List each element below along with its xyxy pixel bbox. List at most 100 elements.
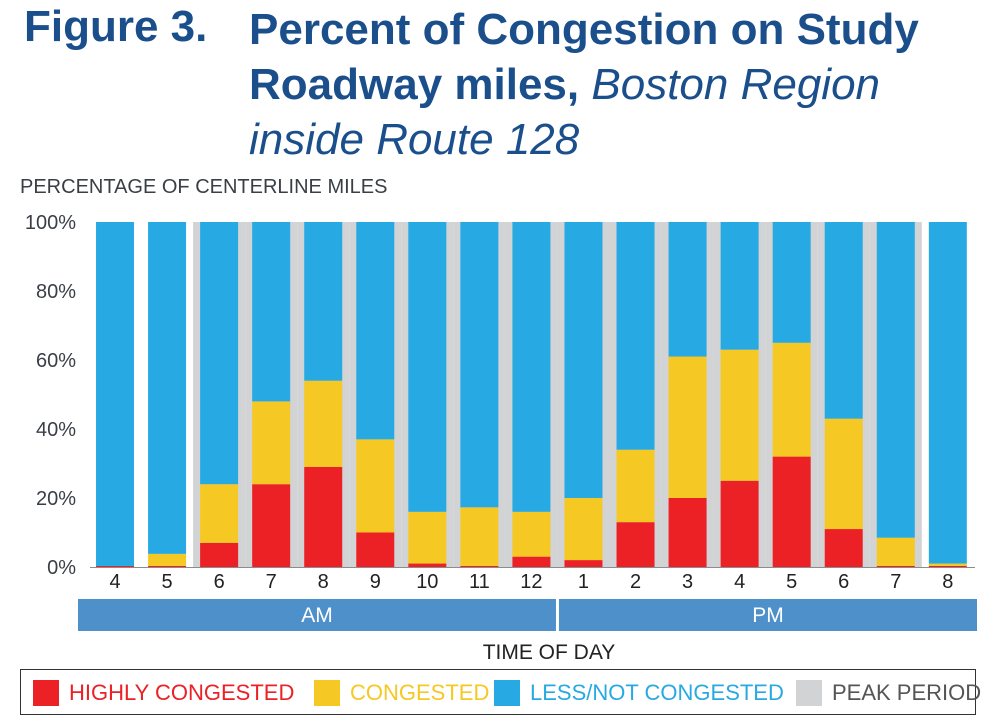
x-tick-label: 2 xyxy=(630,571,641,593)
legend-swatch-highly-congested xyxy=(33,680,59,706)
y-tick-label: 0% xyxy=(47,557,76,579)
bar-congested xyxy=(408,511,447,564)
period-band-am xyxy=(78,599,556,631)
bar-less-congested xyxy=(356,222,395,440)
bar-less-congested xyxy=(668,222,707,357)
x-tick-label: 10 xyxy=(416,571,438,593)
bar-highly-congested xyxy=(96,565,135,567)
bar-highly-congested xyxy=(824,529,863,567)
bar-less-congested xyxy=(148,222,187,554)
bar-congested xyxy=(200,484,239,543)
period-band-label: AM xyxy=(301,604,333,627)
peak-period-layer xyxy=(193,222,922,567)
x-tick-label: 3 xyxy=(682,571,693,593)
legend-item-less-congested: LESS/NOT CONGESTED xyxy=(494,679,784,707)
bar-congested xyxy=(876,537,915,566)
bar-highly-congested xyxy=(720,480,759,567)
bar-highly-congested xyxy=(876,565,915,567)
period-bands: AM PM xyxy=(78,599,977,631)
legend: HIGHLY CONGESTED CONGESTED LESS/NOT CONG… xyxy=(20,669,981,715)
bar-congested xyxy=(720,349,759,481)
legend-swatch-congested xyxy=(314,680,340,706)
figure-title-italic: Boston Region inside Route 128 xyxy=(249,60,881,164)
bar-congested xyxy=(824,418,863,530)
bar-congested xyxy=(564,498,603,561)
bar-less-congested xyxy=(512,222,551,512)
y-tick-label: 80% xyxy=(36,281,76,303)
bar-less-congested xyxy=(720,222,759,350)
bar-highly-congested xyxy=(512,556,551,567)
bar-congested xyxy=(148,553,187,566)
y-tick-label: 40% xyxy=(36,419,76,441)
bar-highly-congested xyxy=(148,565,187,567)
bar-highly-congested xyxy=(304,466,343,567)
bar-highly-congested xyxy=(564,560,603,567)
bar-highly-congested xyxy=(772,456,811,567)
bar-less-congested xyxy=(616,222,655,450)
bar-highly-congested xyxy=(356,532,395,567)
figure-title: Percent of Congestion on Study Roadway m… xyxy=(249,2,969,167)
bars-layer xyxy=(96,222,967,567)
bar-less-congested xyxy=(876,222,915,538)
bar-highly-congested xyxy=(408,563,447,567)
legend-item-congested: CONGESTED xyxy=(314,679,489,707)
x-tick-label: 5 xyxy=(162,571,173,593)
x-tick-label: 8 xyxy=(318,571,329,593)
x-tick-label: 7 xyxy=(266,571,277,593)
x-ticks: 4 5 6 7 8 9 10 11 12 1 2 3 4 5 6 7 8 xyxy=(109,571,953,593)
x-tick-label: 12 xyxy=(520,571,542,593)
bar-less-congested xyxy=(824,222,863,419)
bar-less-congested xyxy=(408,222,447,512)
stacked-bar-chart: PERCENTAGE OF CENTERLINE MILES 0% 20% 40% 6… xyxy=(20,176,977,664)
legend-item-peak-period: PEAK PERIOD xyxy=(796,679,981,707)
figure-label: Figure 3. xyxy=(24,2,208,51)
bar-highly-congested xyxy=(616,522,655,567)
bar-highly-congested xyxy=(668,498,707,567)
bar-highly-congested xyxy=(460,565,499,567)
bar-less-congested xyxy=(460,222,499,508)
legend-label-congested: CONGESTED xyxy=(350,680,490,705)
x-tick-label: 4 xyxy=(109,571,120,593)
bar-less-congested xyxy=(252,222,291,402)
figure-title-bold: Percent of Congestion on Study Roadway m… xyxy=(249,5,919,109)
bar-congested xyxy=(668,356,707,498)
period-band-label: PM xyxy=(752,604,784,627)
bar-congested xyxy=(304,380,343,467)
x-tick-label: 7 xyxy=(890,571,901,593)
bar-highly-congested xyxy=(200,542,239,567)
bar-highly-congested xyxy=(252,484,291,567)
x-tick-label: 11 xyxy=(469,571,490,593)
x-tick-label: 6 xyxy=(214,571,225,593)
legend-label-peak-period: PEAK PERIOD xyxy=(832,680,982,705)
x-tick-label: 1 xyxy=(578,571,589,593)
x-tick-label: 8 xyxy=(942,571,953,593)
y-tick-label: 100% xyxy=(25,212,76,234)
legend-swatch-less-congested xyxy=(494,680,520,706)
bar-less-congested xyxy=(928,222,967,564)
bar-congested xyxy=(356,439,395,533)
bar-congested xyxy=(616,449,655,523)
y-tick-label: 20% xyxy=(36,488,76,510)
y-tick-label: 60% xyxy=(36,350,76,372)
bar-congested xyxy=(512,511,551,557)
bar-congested xyxy=(252,401,291,485)
bar-less-congested xyxy=(564,222,603,498)
legend-label-less-congested: LESS/NOT CONGESTED xyxy=(530,680,784,705)
bar-less-congested xyxy=(304,222,343,381)
bar-congested xyxy=(928,563,967,566)
legend-item-highly-congested: HIGHLY CONGESTED xyxy=(33,679,294,707)
x-tick-label: 4 xyxy=(734,571,745,593)
bar-less-congested xyxy=(200,222,239,485)
bar-highly-congested xyxy=(928,565,967,567)
bar-congested xyxy=(772,342,811,457)
x-tick-label: 6 xyxy=(838,571,849,593)
x-tick-label: 9 xyxy=(370,571,381,593)
bar-less-congested xyxy=(772,222,811,343)
x-tick-label: 5 xyxy=(786,571,797,593)
legend-label-highly-congested: HIGHLY CONGESTED xyxy=(69,680,295,705)
x-axis-label: TIME OF DAY xyxy=(483,641,616,664)
bar-less-congested xyxy=(96,222,135,566)
period-band-pm xyxy=(558,599,977,631)
bar-congested xyxy=(460,507,499,566)
y-ticks: 0% 20% 40% 60% 80% 100% xyxy=(25,212,76,579)
